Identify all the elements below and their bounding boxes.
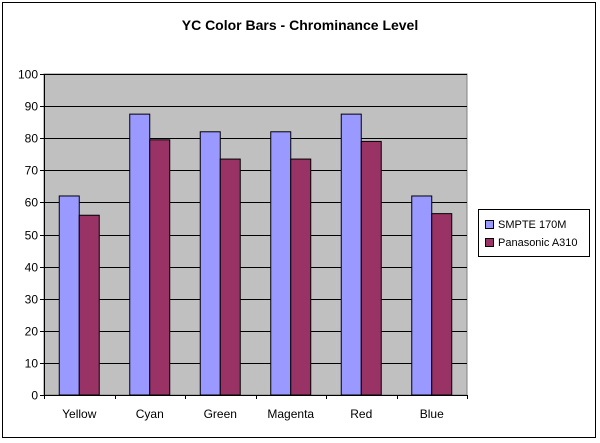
legend: SMPTE 170M Panasonic A310 xyxy=(478,209,590,257)
legend-label-series-1: SMPTE 170M xyxy=(498,219,567,231)
plot-background xyxy=(43,73,468,396)
y-tick-label: 100 xyxy=(18,68,38,82)
x-tick-label: Yellow xyxy=(62,407,97,421)
y-tick-label: 80 xyxy=(25,132,39,146)
y-tick-label: 20 xyxy=(25,325,39,339)
bar-2-magenta xyxy=(290,158,312,396)
y-tick-label: 60 xyxy=(25,196,39,210)
bar-2-green xyxy=(219,158,241,396)
bar-2-blue xyxy=(431,213,453,396)
x-tick-label: Green xyxy=(204,407,237,421)
chart-title: YC Color Bars - Chrominance Level xyxy=(181,17,419,33)
bar-1-cyan xyxy=(129,113,151,396)
legend-item-series-1: SMPTE 170M xyxy=(485,218,566,232)
x-tick-label: Cyan xyxy=(136,407,164,421)
bar-2-red xyxy=(360,140,382,396)
x-tick-label: Blue xyxy=(420,407,444,421)
bar-1-blue xyxy=(411,195,433,396)
y-tick-label: 0 xyxy=(31,389,38,403)
legend-swatch-series-1 xyxy=(485,219,494,229)
bar-1-yellow xyxy=(58,195,80,396)
x-tick-label: Magenta xyxy=(267,407,314,421)
legend-label-series-2: Panasonic A310 xyxy=(498,237,578,249)
bar-2-cyan xyxy=(149,139,171,396)
y-tick-label: 50 xyxy=(25,229,39,243)
y-tick-label: 90 xyxy=(25,100,39,114)
legend-swatch-series-2 xyxy=(485,237,494,247)
y-tick-label: 40 xyxy=(25,261,39,275)
x-tick-label: Red xyxy=(350,407,372,421)
bar-1-green xyxy=(199,131,221,396)
bar-2-yellow xyxy=(78,214,100,396)
y-tick-label: 10 xyxy=(25,357,39,371)
y-tick-label: 30 xyxy=(25,293,39,307)
bar-1-magenta xyxy=(270,131,292,396)
legend-item-series-2: Panasonic A310 xyxy=(485,236,578,250)
y-tick-label: 70 xyxy=(25,164,39,178)
bar-1-red xyxy=(340,113,362,396)
